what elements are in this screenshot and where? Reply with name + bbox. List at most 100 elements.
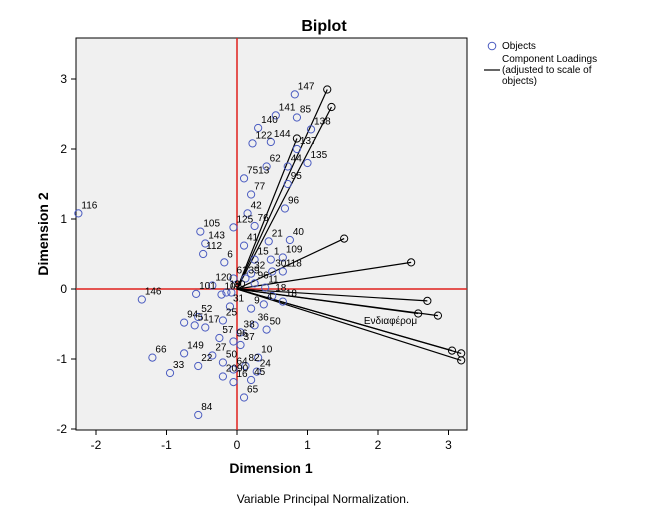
object-point — [292, 144, 302, 154]
object-label: 45 — [254, 367, 266, 378]
object-label: 50 — [226, 350, 238, 361]
object-label: 147 — [298, 81, 315, 92]
object-label: 85 — [300, 105, 312, 116]
object-label: 116 — [81, 200, 97, 211]
object-point — [292, 113, 302, 122]
object-point — [283, 162, 292, 171]
object-label: 51 — [198, 312, 210, 323]
object-label: 30 — [275, 259, 287, 270]
object-point — [180, 349, 189, 358]
object-label: 149 — [187, 340, 204, 351]
object-point — [148, 353, 157, 362]
loading-vector — [236, 288, 462, 361]
object-point — [247, 190, 256, 199]
object-point — [227, 288, 236, 297]
object-label: 42 — [251, 200, 263, 211]
x-axis-title: Dimension 1 — [229, 460, 312, 476]
loading-vector — [236, 288, 428, 302]
object-label: 118 — [286, 259, 302, 270]
object-point — [250, 221, 259, 231]
object-label: 84 — [201, 402, 213, 413]
object-point — [74, 209, 83, 218]
object-label: 146 — [145, 287, 162, 298]
object-label: 11 — [268, 275, 279, 286]
object-label: 109 — [286, 245, 303, 256]
object-point — [254, 353, 263, 362]
loading-vector — [236, 89, 328, 290]
loading-vector — [236, 238, 345, 290]
object-label: 52 — [201, 304, 213, 315]
object-label: 36 — [258, 312, 270, 323]
object-label: 57 — [222, 325, 234, 336]
y-tick-label: 2 — [60, 142, 67, 156]
object-label: 18 — [275, 283, 287, 294]
plot-area — [75, 37, 468, 431]
y-tick-label: -2 — [56, 422, 67, 436]
object-label: 22 — [201, 353, 213, 364]
object-label: 141 — [279, 102, 296, 113]
object-label: 2090 — [226, 364, 249, 375]
object-point — [262, 162, 271, 171]
loading-endpoint — [292, 134, 302, 143]
object-point — [236, 328, 245, 337]
object-label: 95 — [291, 171, 303, 182]
object-label: 39 — [248, 266, 260, 277]
y-axis-title: Dimension 2 — [35, 192, 51, 275]
x-tick-label: 2 — [375, 438, 382, 452]
x-tick-label: -2 — [91, 438, 102, 452]
object-point — [268, 291, 277, 301]
object-point — [218, 372, 227, 381]
object-label: 17 — [208, 315, 220, 326]
object-point — [218, 358, 227, 367]
y-tick-label: 3 — [60, 72, 67, 86]
object-label: 33 — [173, 360, 185, 371]
object-label: 96 — [258, 270, 270, 281]
object-label: 9 — [254, 296, 260, 307]
object-point — [306, 125, 316, 134]
object-point — [229, 223, 238, 232]
object-label: 120 — [215, 273, 232, 284]
object-label: 1 — [274, 247, 280, 258]
object-label: 62 — [270, 154, 282, 165]
x-tick-label: 1 — [304, 438, 311, 452]
object-point — [268, 267, 277, 276]
object-label: 65 — [247, 385, 259, 396]
object-point — [229, 274, 238, 283]
object-point — [208, 351, 217, 360]
object-point — [247, 304, 256, 313]
footnote: Variable Principal Normalization. — [237, 492, 410, 506]
object-point — [261, 283, 270, 292]
object-label: 66 — [155, 345, 167, 356]
object-point — [247, 269, 256, 278]
loading-endpoint — [407, 258, 416, 267]
object-label: 112 — [206, 241, 222, 252]
object-point — [266, 255, 275, 264]
object-point — [247, 375, 256, 385]
object-point — [303, 158, 312, 168]
object-point — [192, 289, 201, 298]
legend-objects-marker — [487, 41, 497, 51]
loading-endpoint — [447, 346, 457, 355]
object-label: 140 — [261, 115, 278, 126]
y-tick-label: 0 — [60, 282, 67, 296]
object-point — [250, 255, 259, 264]
object-label: 101 — [199, 281, 216, 292]
object-point — [236, 340, 245, 350]
object-point — [262, 325, 271, 334]
loading-vector — [236, 138, 298, 290]
object-label: 76 — [258, 213, 270, 224]
object-label: 77 — [254, 182, 266, 193]
object-point — [215, 333, 224, 343]
object-point — [190, 321, 199, 330]
loading-vector — [236, 261, 412, 290]
loading-endpoint — [414, 309, 423, 318]
object-point — [137, 295, 146, 304]
object-point — [241, 361, 250, 371]
object-point — [241, 274, 250, 283]
object-point — [278, 267, 287, 276]
loading-vector — [236, 288, 419, 315]
object-point — [239, 393, 249, 402]
y-tick-label: -1 — [56, 352, 67, 366]
object-point — [194, 312, 203, 322]
object-point — [217, 290, 226, 299]
